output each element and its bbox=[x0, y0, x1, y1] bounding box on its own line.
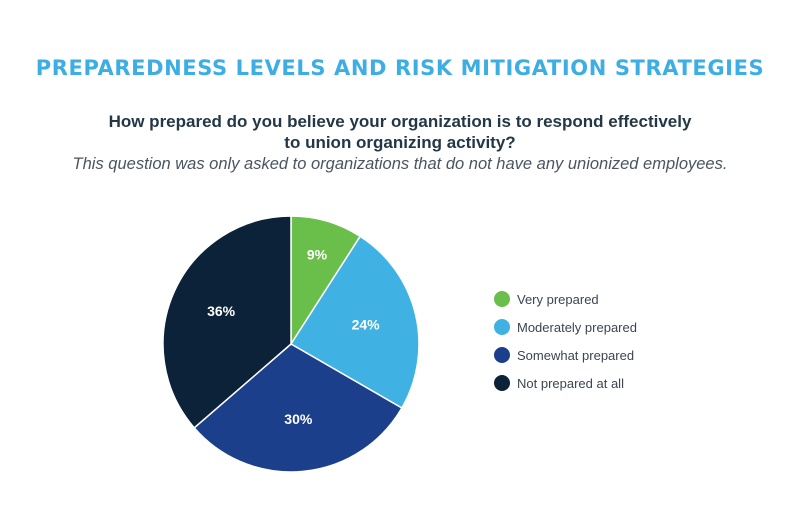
legend-item-somewhat-prepared: Somewhat prepared bbox=[494, 346, 637, 364]
pie-slice-moderately-prepared bbox=[289, 235, 420, 410]
question-note: This question was only asked to organiza… bbox=[72, 155, 728, 173]
legend-swatch bbox=[494, 375, 510, 391]
survey-question: How prepared do you believe your organiz… bbox=[0, 111, 800, 153]
question-line-1: How prepared do you believe your organiz… bbox=[108, 112, 692, 131]
legend-swatch bbox=[494, 319, 510, 335]
pie-slice-label: 9% bbox=[307, 246, 328, 262]
pie-slice-label: 24% bbox=[352, 317, 381, 333]
legend-item-not-prepared-at-all: Not prepared at all bbox=[494, 374, 637, 392]
legend-label: Not prepared at all bbox=[517, 375, 624, 391]
legend-item-moderately-prepared: Moderately prepared bbox=[494, 318, 637, 336]
page-title: PREPAREDNESS LEVELS AND RISK MITIGATION … bbox=[35, 56, 765, 80]
pie-slice-somewhat-prepared bbox=[193, 343, 403, 473]
legend-label: Very prepared bbox=[517, 291, 599, 307]
legend-label: Somewhat prepared bbox=[517, 347, 635, 363]
pie-slice-not-prepared-at-all bbox=[162, 215, 292, 429]
pie-slice-label: 36% bbox=[207, 303, 236, 319]
legend-item-very-prepared: Very prepared bbox=[494, 290, 637, 308]
pie-slice-label: 30% bbox=[284, 411, 313, 427]
legend-swatch bbox=[494, 291, 510, 307]
legend-label: Moderately prepared bbox=[517, 319, 637, 335]
legend-swatch bbox=[494, 347, 510, 363]
chart-legend: Very prepared Moderately prepared Somewh… bbox=[494, 290, 637, 402]
question-line-2: to union organizing activity? bbox=[284, 133, 516, 152]
